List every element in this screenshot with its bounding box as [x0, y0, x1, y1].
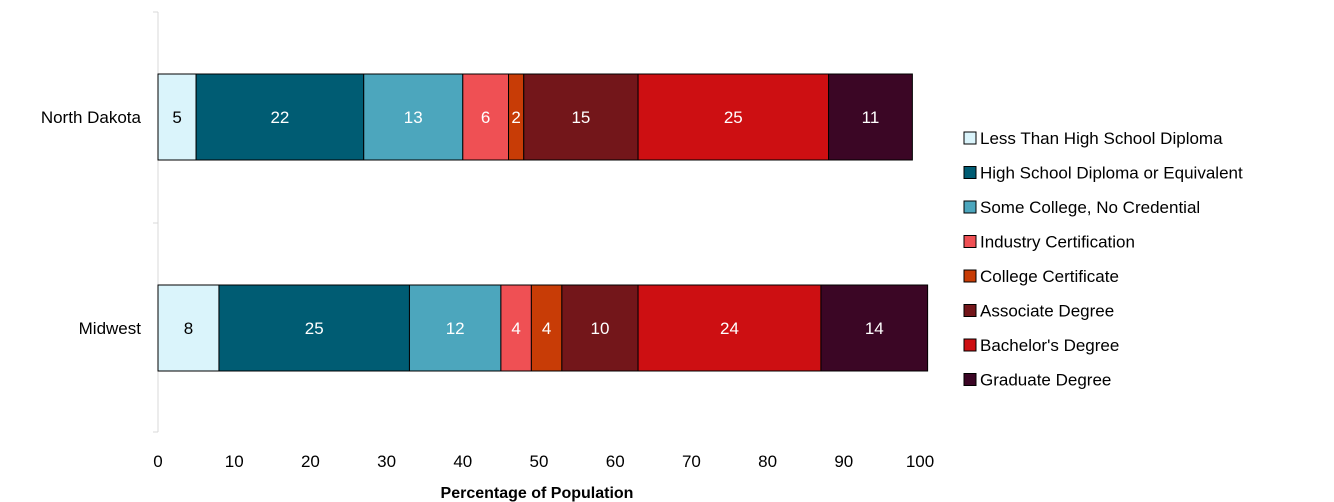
bar-segment — [828, 73, 913, 161]
legend-label: Associate Degree — [980, 302, 1114, 321]
legend-swatch — [963, 269, 977, 283]
data-label: 25 — [724, 108, 743, 127]
bar-segment — [363, 73, 464, 161]
bar-segment — [218, 284, 410, 372]
data-label: 11 — [862, 108, 880, 127]
axis-layer: North Dakota Midwest — [41, 11, 159, 433]
x-tick-label: 30 — [377, 452, 396, 471]
legend-swatch — [963, 131, 977, 145]
x-tick-label: 40 — [453, 452, 472, 471]
legend-label: Industry Certification — [980, 233, 1135, 252]
x-tick-label: 20 — [301, 452, 320, 471]
bar-segment — [637, 284, 822, 372]
data-label: 14 — [865, 319, 884, 338]
x-tick-labels: 0 10 20 30 40 50 60 70 80 90 100 — [153, 452, 934, 471]
data-label: 13 — [404, 108, 423, 127]
data-label: 15 — [571, 108, 590, 127]
data-label: 10 — [590, 319, 609, 338]
legend-label: Less Than High School Diploma — [980, 129, 1223, 148]
x-tick-label: 60 — [606, 452, 625, 471]
data-label: 25 — [305, 319, 324, 338]
legend-label: High School Diploma or Equivalent — [980, 164, 1243, 183]
x-tick-label: 80 — [758, 452, 777, 471]
data-label: 4 — [542, 319, 551, 338]
bars-layer: 5 22 13 6 2 15 25 11 8 25 12 4 4 10 24 14 — [157, 73, 929, 372]
x-tick-label: 10 — [225, 452, 244, 471]
bar-segment — [195, 73, 365, 161]
x-tick-label: 50 — [530, 452, 549, 471]
bar-segment — [157, 73, 197, 161]
legend-swatch — [963, 235, 977, 248]
legend-swatch — [963, 166, 977, 179]
legend-swatch — [963, 373, 977, 386]
data-label: 2 — [511, 108, 520, 127]
bar-segment — [637, 73, 830, 161]
data-label: 4 — [511, 319, 520, 338]
data-label: 6 — [481, 108, 490, 127]
legend-label: Some College, No Credential — [980, 198, 1200, 217]
x-tick-label: 100 — [906, 452, 934, 471]
data-label: 12 — [446, 319, 465, 338]
bar-segment — [561, 284, 639, 372]
data-label: 8 — [184, 319, 193, 338]
bar-segment — [523, 73, 639, 161]
legend-label: College Certificate — [980, 267, 1119, 286]
data-label: 22 — [270, 108, 289, 127]
category-label: Midwest — [79, 319, 142, 338]
legend-swatch — [963, 338, 977, 352]
legend: Less Than High School Diploma High School… — [963, 129, 1243, 390]
bar-segment — [820, 284, 929, 372]
legend-swatch — [963, 200, 977, 214]
data-label: 5 — [172, 108, 181, 127]
legend-swatch — [963, 304, 977, 317]
x-tick-label: 0 — [153, 452, 162, 471]
x-tick-label: 70 — [682, 452, 701, 471]
data-label: 24 — [720, 319, 739, 338]
x-axis-title: Percentage of Population — [441, 485, 634, 502]
legend-label: Graduate Degree — [980, 371, 1111, 390]
category-label: North Dakota — [41, 108, 142, 127]
bar-segment — [462, 73, 510, 161]
bar-segment — [500, 284, 532, 372]
x-tick-label: 90 — [834, 452, 853, 471]
legend-label: Bachelor's Degree — [980, 336, 1119, 355]
